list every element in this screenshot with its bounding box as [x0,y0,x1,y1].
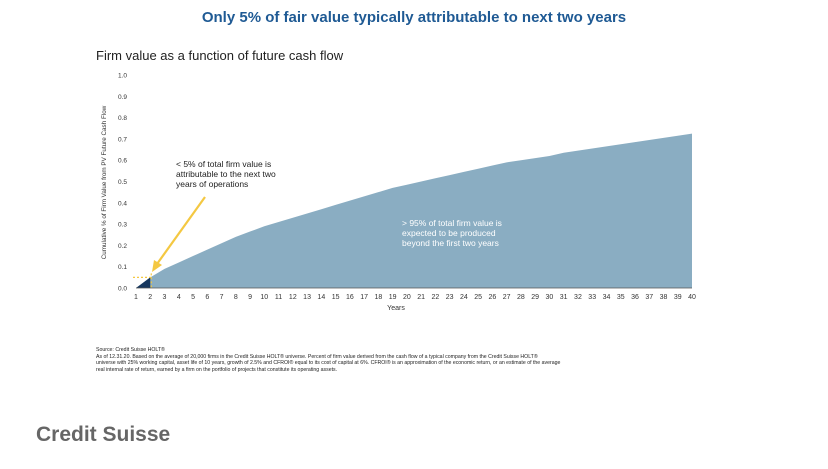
source-line-2: As of 12.31.20. Based on the average of … [96,353,538,360]
x-tick-label: 33 [588,294,596,301]
x-tick-label: 23 [446,294,454,301]
slide-title: Only 5% of fair value typically attribut… [201,9,627,26]
annotation-left-line: attributable to the next two [176,169,276,179]
x-tick-label: 10 [260,294,268,301]
x-tick-label: 29 [531,294,539,301]
x-tick-label: 40 [688,294,696,301]
x-tick-label: 27 [503,294,511,301]
x-tick-label: 35 [617,294,625,301]
chart-subtitle: Firm value as a function of future cash … [96,48,344,63]
y-tick-label: 1.0 [118,73,127,80]
y-tick-label: 0.1 [118,264,127,271]
y-tick-label: 0.3 [118,222,127,229]
plot-area: 0.00.10.20.30.40.50.60.70.80.91.01 2 3 4 5 6 7… [101,73,696,313]
x-axis-label: Years [387,305,405,312]
annotation-left-line: years of operations [176,179,248,189]
area-series [136,133,692,288]
annotation-right-line: expected to be produced [402,228,496,238]
y-tick-label: 0.8 [118,115,127,122]
x-tick-label: 6 [205,294,209,301]
annotation-left-line: < 5% of total firm value is [176,159,271,169]
source-line-1: Source: Credit Suisse HOLT® [96,347,165,353]
annotation-arrow [156,196,206,265]
y-axis-label: Cumulative % of Firm Value from PV Futur… [101,105,108,259]
x-tick-label: 38 [660,294,668,301]
x-tick-label: 12 [289,294,297,301]
x-tick-label: 30 [546,294,554,301]
x-tick-label: 39 [674,294,682,301]
x-tick-label: 5 [191,294,195,301]
source-line-3: universe with 25% working capital, asset… [96,360,561,367]
x-tick-label: 28 [517,294,525,301]
x-tick-label: 22 [431,294,439,301]
x-tick-label: 16 [346,294,354,301]
x-tick-label: 25 [474,294,482,301]
x-tick-label: 8 [234,294,238,301]
x-tick-label: 3 [163,294,167,301]
x-tick-label: 34 [603,294,611,301]
x-tick-label: 31 [560,294,568,301]
x-tick-label: 17 [360,294,368,301]
annotation-right-line: > 95% of total firm value is [402,218,502,228]
x-tick-label: 26 [489,294,497,301]
x-tick-label: 2 [148,294,152,301]
y-tick-label: 0.0 [118,286,127,293]
y-tick-label: 0.9 [118,94,127,101]
y-tick-label: 0.5 [118,179,127,186]
brand-name: Credit Suisse [36,423,171,446]
x-tick-label: 1 [134,294,138,301]
x-tick-label: 13 [303,294,311,301]
x-tick-label: 36 [631,294,639,301]
x-tick-label: 4 [177,294,181,301]
highlight-first-two-years [136,277,151,288]
x-tick-label: 37 [645,294,653,301]
x-tick-label: 24 [460,294,468,301]
annotation-right-line: beyond the first two years [402,238,499,248]
annotation-arrowhead [152,260,162,272]
source-line-4: real internal rate of return, earned by … [96,366,338,373]
x-tick-label: 11 [275,294,282,301]
x-tick-label: 21 [417,294,425,301]
x-tick-label: 9 [248,294,252,301]
x-tick-label: 32 [574,294,582,301]
x-tick-label: 15 [332,294,340,301]
y-tick-label: 0.7 [118,136,127,143]
y-tick-label: 0.2 [118,243,127,250]
y-tick-label: 0.4 [118,200,127,207]
x-tick-label: 18 [374,294,382,301]
y-tick-label: 0.6 [118,158,127,165]
x-tick-label: 19 [389,294,397,301]
x-tick-label: 14 [317,294,325,301]
x-tick-label: 20 [403,294,411,301]
x-tick-label: 7 [220,294,224,301]
